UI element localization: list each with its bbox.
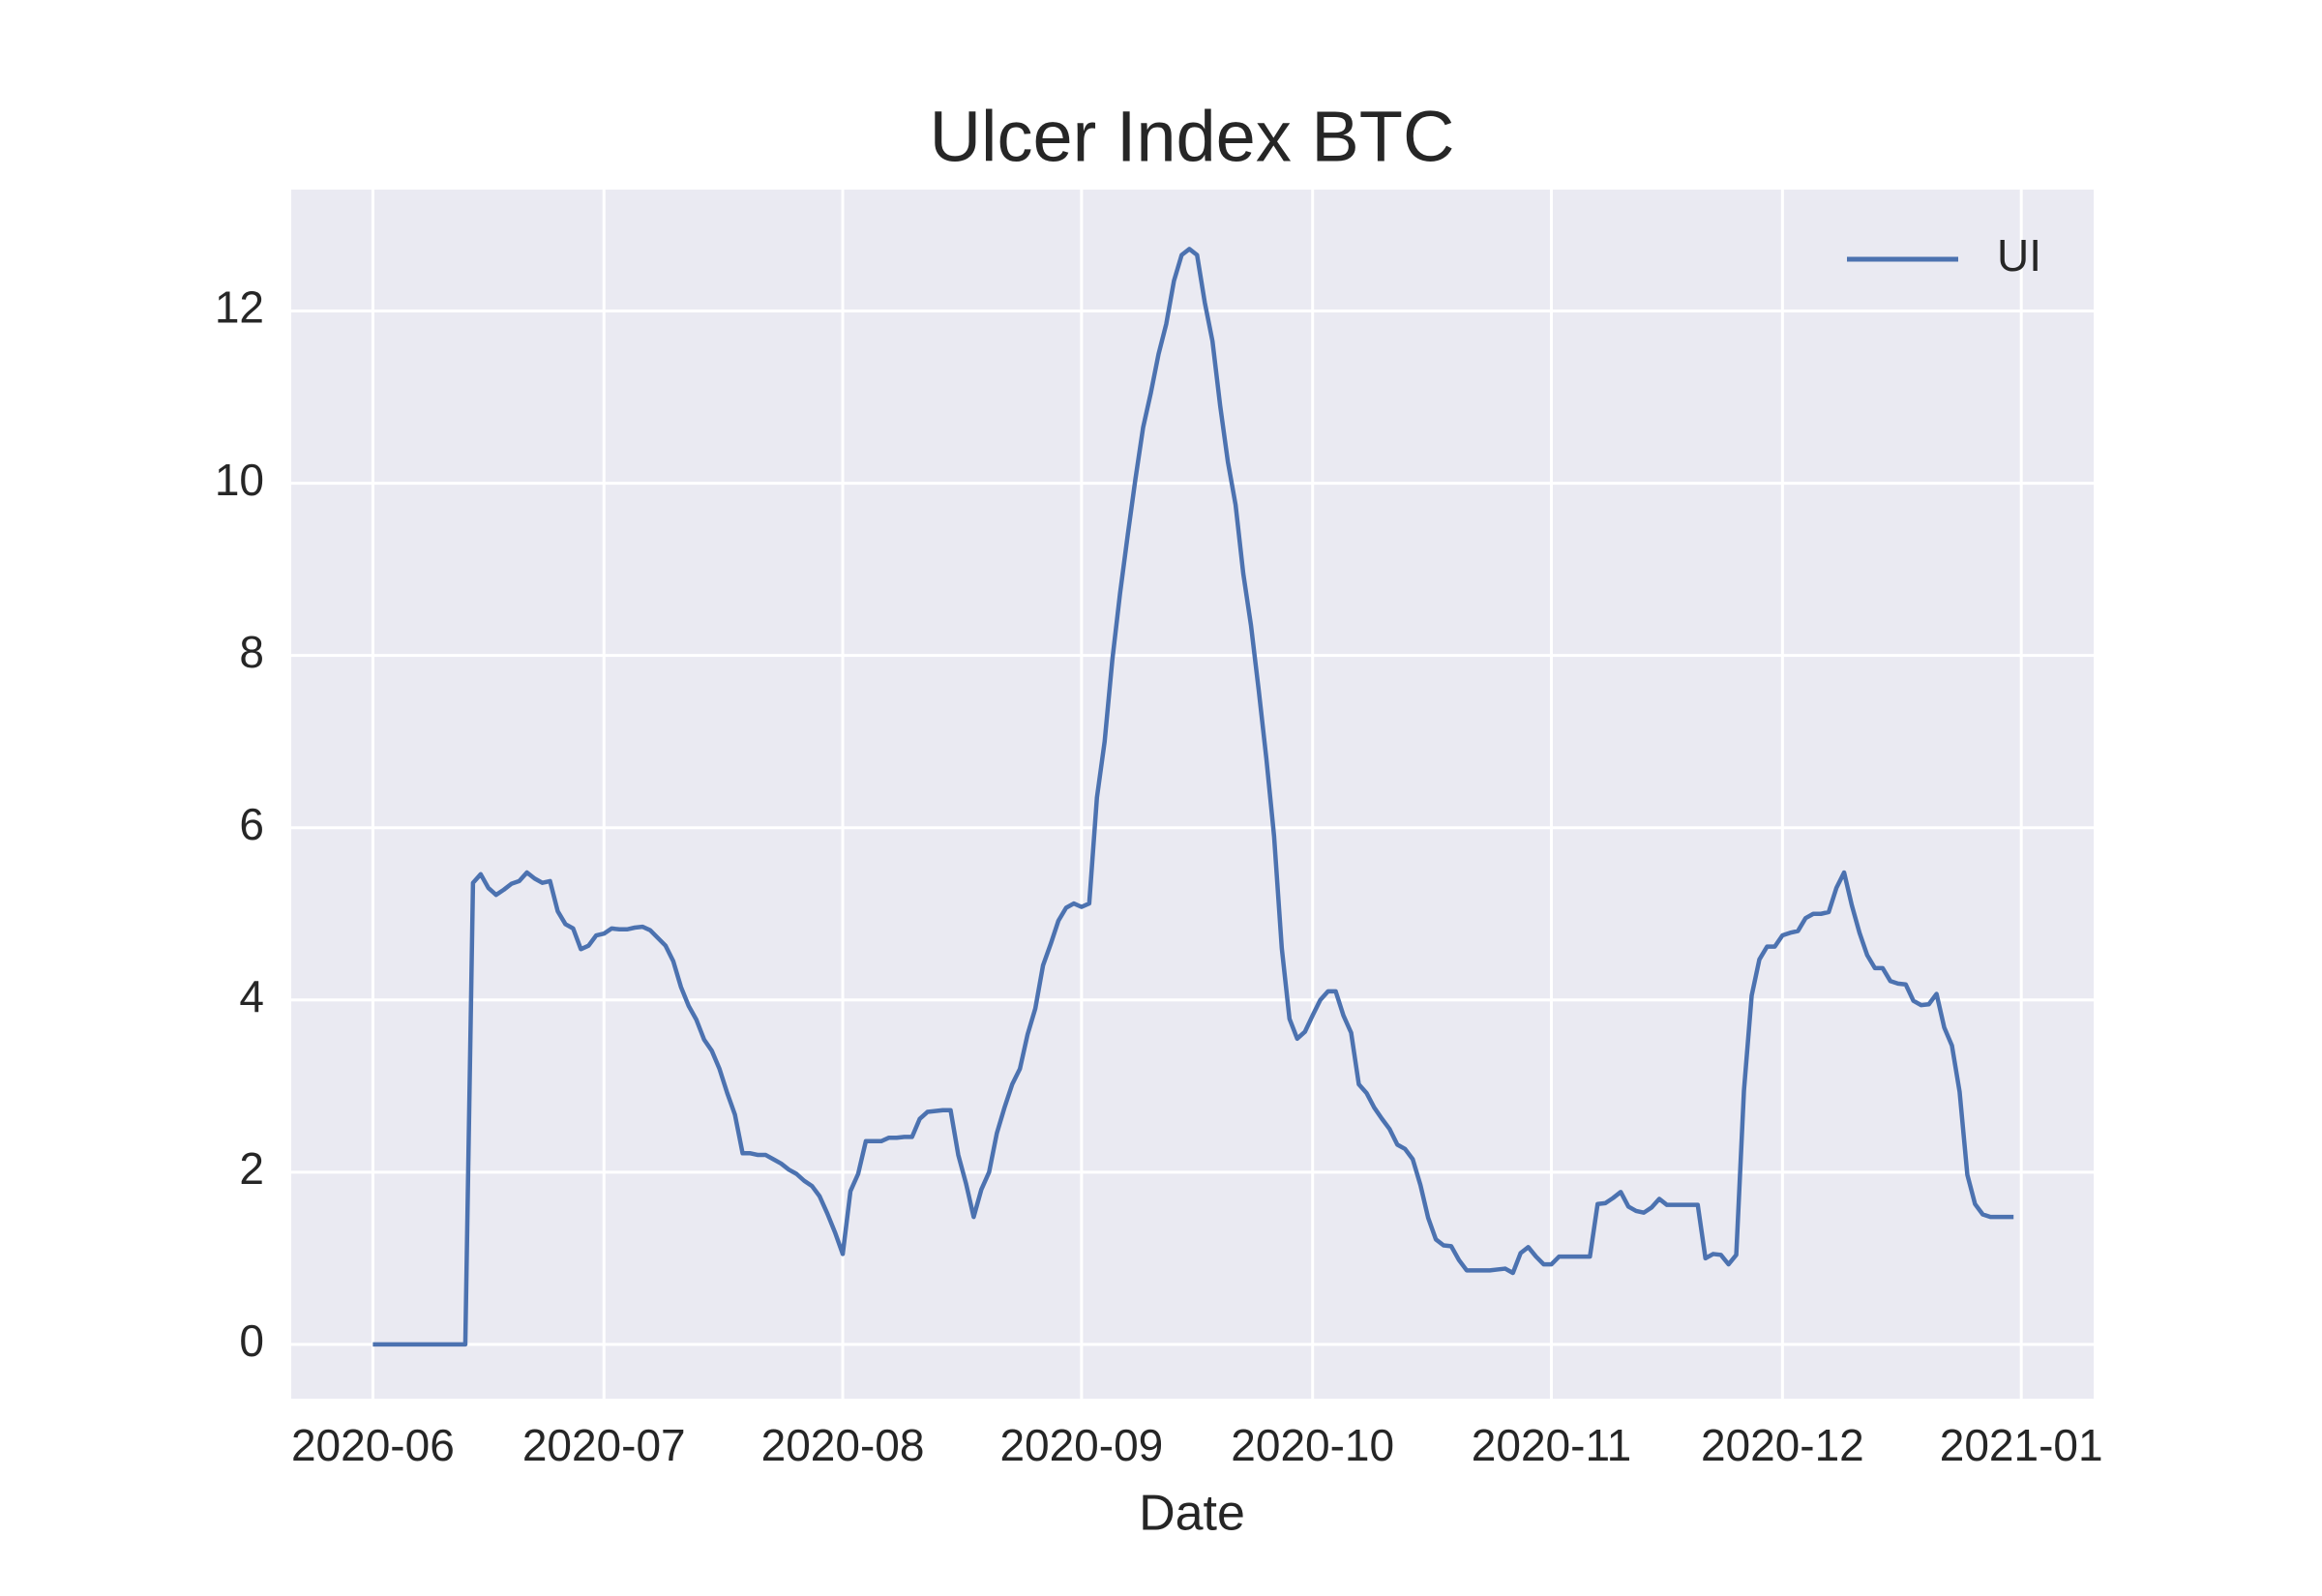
plot-area	[291, 190, 2094, 1399]
x-tick-label: 2020-10	[1231, 1420, 1394, 1470]
x-tick-label: 2020-12	[1701, 1420, 1864, 1470]
x-tick-label: 2021-01	[1940, 1420, 2103, 1470]
x-tick-label: 2020-07	[522, 1420, 686, 1470]
x-tick-label: 2020-09	[999, 1420, 1163, 1470]
x-tick-label: 2020-08	[761, 1420, 925, 1470]
y-tick-label: 12	[215, 282, 264, 333]
x-axis-label: Date	[1139, 1486, 1245, 1542]
y-tick-label: 2	[239, 1143, 264, 1194]
legend-label: UI	[1997, 230, 2041, 281]
y-tick-label: 6	[239, 799, 264, 849]
chart-title: Ulcer Index BTC	[930, 97, 1455, 177]
x-tick-label: 2020-11	[1472, 1420, 1631, 1470]
y-tick-label: 8	[239, 627, 264, 677]
y-tick-label: 10	[215, 455, 264, 505]
x-tick-label: 2020-06	[291, 1420, 455, 1470]
y-tick-label: 4	[239, 971, 264, 1021]
y-tick-label: 0	[239, 1315, 264, 1366]
line-series	[372, 247, 2014, 1347]
